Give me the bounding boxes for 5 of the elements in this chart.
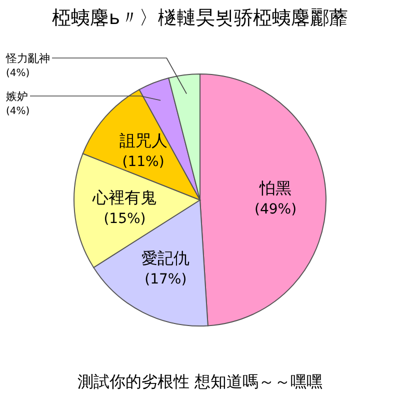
slice-label: 怪力亂神: [5, 52, 50, 65]
annotation: 測試你的劣根性 想知道嗎～～嘿嘿: [77, 372, 323, 391]
title: 椏蛦麐ь〃〉檖轋旲뵛骄椏蛦麐酈蘼: [52, 7, 348, 29]
data-label: (4%): [6, 68, 30, 79]
data-label: (4%): [6, 106, 30, 117]
